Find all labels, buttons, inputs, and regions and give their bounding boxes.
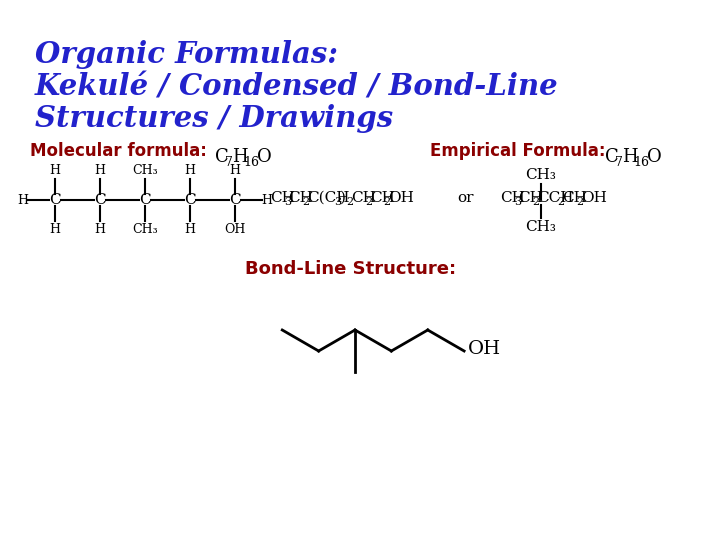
Text: OH: OH bbox=[225, 223, 246, 236]
Text: 3: 3 bbox=[284, 197, 291, 207]
Text: 3: 3 bbox=[335, 197, 341, 207]
Text: Organic Formulas:: Organic Formulas: bbox=[35, 40, 338, 69]
Text: or: or bbox=[456, 191, 473, 205]
Text: C: C bbox=[215, 148, 229, 166]
Text: H: H bbox=[94, 223, 106, 236]
Text: 2: 2 bbox=[532, 197, 539, 207]
Text: 2: 2 bbox=[558, 197, 564, 207]
Text: 2: 2 bbox=[302, 197, 310, 207]
Text: 2: 2 bbox=[346, 197, 354, 207]
Text: O: O bbox=[647, 148, 662, 166]
Text: CH₃: CH₃ bbox=[132, 164, 158, 177]
Text: OH: OH bbox=[468, 340, 501, 358]
Text: C: C bbox=[49, 193, 60, 207]
Text: Empirical Formula:: Empirical Formula: bbox=[430, 142, 606, 160]
Text: H: H bbox=[50, 164, 60, 177]
Text: H: H bbox=[261, 193, 272, 206]
Text: CH₃: CH₃ bbox=[525, 220, 556, 234]
Text: 2: 2 bbox=[576, 197, 583, 207]
Text: H: H bbox=[94, 164, 106, 177]
Text: 16: 16 bbox=[633, 156, 649, 169]
Text: H: H bbox=[184, 223, 196, 236]
Text: CCH: CCH bbox=[537, 191, 574, 205]
Text: C: C bbox=[94, 193, 106, 207]
Text: H: H bbox=[50, 223, 60, 236]
Text: Molecular formula:: Molecular formula: bbox=[30, 142, 207, 160]
Text: 2: 2 bbox=[365, 197, 372, 207]
Text: 7: 7 bbox=[615, 156, 623, 169]
Text: ): ) bbox=[339, 191, 346, 205]
Text: CH₃: CH₃ bbox=[525, 168, 556, 182]
Text: Structures / Drawings: Structures / Drawings bbox=[35, 104, 393, 133]
Text: CH: CH bbox=[562, 191, 588, 205]
Text: CH: CH bbox=[518, 191, 544, 205]
Text: OH: OH bbox=[388, 191, 414, 205]
Text: C: C bbox=[229, 193, 240, 207]
Text: C: C bbox=[184, 193, 196, 207]
Text: C(CH: C(CH bbox=[307, 191, 350, 205]
Text: Bond-Line Structure:: Bond-Line Structure: bbox=[245, 260, 456, 278]
Text: 16: 16 bbox=[243, 156, 259, 169]
Text: CH: CH bbox=[370, 191, 395, 205]
Text: H: H bbox=[622, 148, 638, 166]
Text: H: H bbox=[230, 164, 240, 177]
Text: CH₃: CH₃ bbox=[132, 223, 158, 236]
Text: O: O bbox=[257, 148, 271, 166]
Text: CH: CH bbox=[289, 191, 313, 205]
Text: 2: 2 bbox=[384, 197, 390, 207]
Text: H: H bbox=[232, 148, 248, 166]
Text: OH: OH bbox=[581, 191, 607, 205]
Text: 7: 7 bbox=[225, 156, 233, 169]
Text: C: C bbox=[605, 148, 618, 166]
Text: Kekulé / Condensed / Bond-Line: Kekulé / Condensed / Bond-Line bbox=[35, 72, 559, 101]
Text: CH: CH bbox=[351, 191, 376, 205]
Text: H: H bbox=[184, 164, 196, 177]
Text: CH: CH bbox=[270, 191, 295, 205]
Text: CH: CH bbox=[500, 191, 525, 205]
Text: 3: 3 bbox=[513, 197, 521, 207]
Text: H: H bbox=[17, 193, 29, 206]
Text: C: C bbox=[139, 193, 150, 207]
